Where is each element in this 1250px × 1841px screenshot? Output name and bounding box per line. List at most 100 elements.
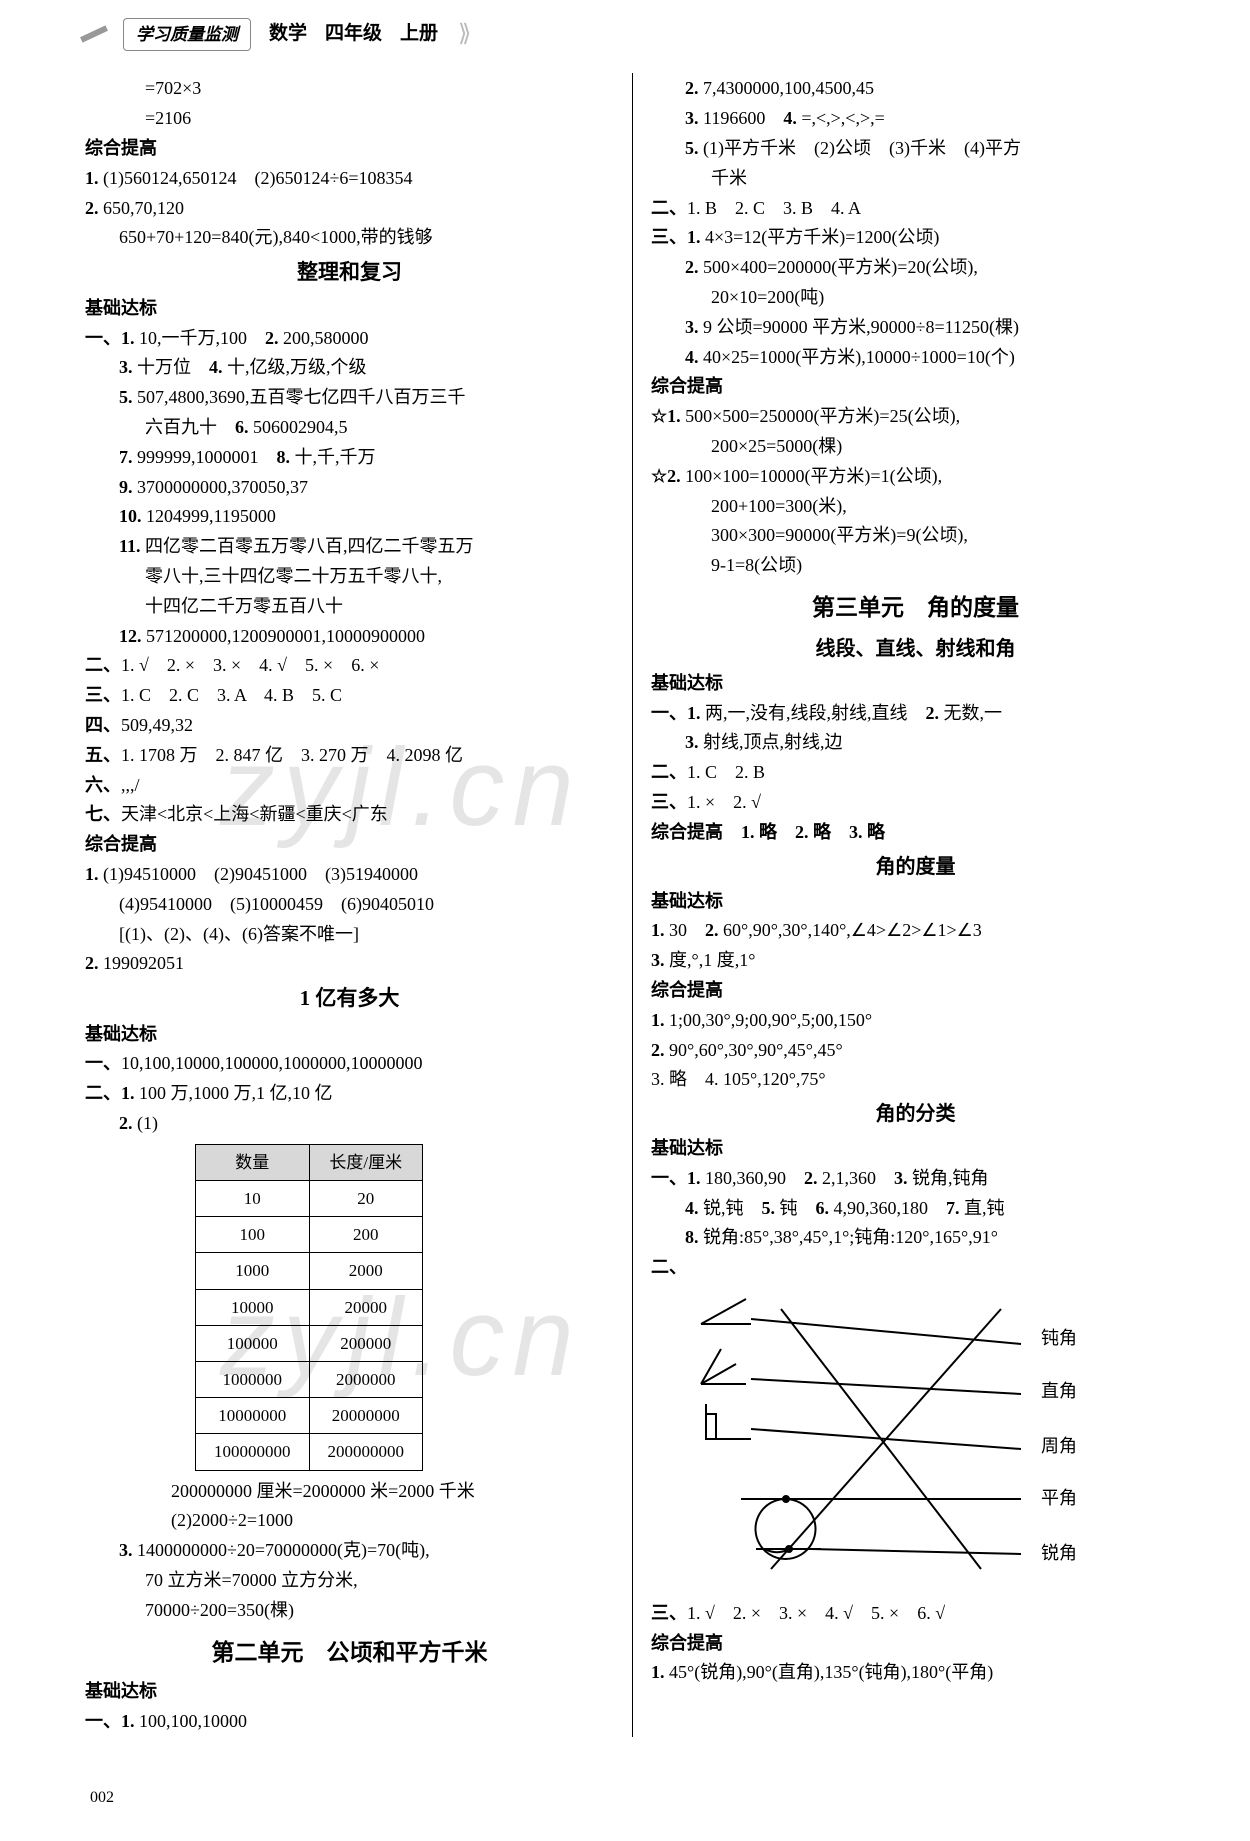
answer-text: 1. C 2. C 3. A 4. B 5. C [121, 685, 342, 705]
answer-line: 1. (1)94510000 (2)90451000 (3)51940000 [85, 860, 614, 889]
answer-text: (1)平方千米 (2)公顷 (3)千米 (4)平方 [703, 138, 1021, 158]
answer-line: 零八十,三十四亿零二十万五千零八十, [85, 562, 614, 591]
table-row: 1000000020000000 [196, 1398, 423, 1434]
answer-line: 8. 锐角:85°,38°,45°,1°;钝角:120°,165°,91° [651, 1223, 1180, 1252]
table-cell: 10000000 [196, 1398, 310, 1434]
answer-line: 9-1=8(公顷) [651, 551, 1180, 580]
header-label: 学习质量监测 [123, 18, 251, 51]
content-columns: =702×3 =2106 综合提高 1. (1)560124,650124 (2… [0, 63, 1250, 1757]
answer-line: 1. (1)560124,650124 (2)650124÷6=108354 [85, 164, 614, 193]
answer-text: 999999,1000001 [137, 447, 259, 467]
answer-text: 200,580000 [283, 328, 369, 348]
answer-text: 40×25=1000(平方米),10000÷1000=10(个) [703, 347, 1015, 367]
answer-text: 1. × 2. √ [687, 792, 761, 812]
answer-text: 30 [669, 920, 687, 940]
answer-text: 1. B 2. C 3. B 4. A [687, 198, 861, 218]
answer-text: 180,360,90 [705, 1168, 786, 1188]
answer-text: 650,70,120 [103, 198, 184, 218]
answer-line: 4. 40×25=1000(平方米),10000÷1000=10(个) [651, 343, 1180, 372]
diagram-label: 钝角 [1041, 1328, 1077, 1348]
section-heading: 基础达标 [85, 294, 614, 323]
answer-text: 1. √ 2. × 3. × 4. √ 5. × 6. × [121, 655, 379, 675]
table-cell: 2000 [309, 1253, 423, 1289]
table-row: 10002000 [196, 1253, 423, 1289]
table-cell: 200000000 [309, 1434, 423, 1470]
page-number: 002 [90, 1785, 114, 1811]
section-title: 整理和复习 [85, 256, 614, 290]
section-heading: 基础达标 [85, 1020, 614, 1049]
answer-text: 射线,顶点,射线,边 [703, 732, 843, 752]
answer-text: 3700000000,370050,37 [137, 477, 308, 497]
table-cell: 100000000 [196, 1434, 310, 1470]
table-row: 1020 [196, 1181, 423, 1217]
table-cell: 1000 [196, 1253, 310, 1289]
answer-text: 1;00,30°,9;00,90°,5;00,150° [669, 1010, 872, 1030]
answer-line: 650+70+120=840(元),840<1000,带的钱够 [85, 223, 614, 252]
equation-line: =2106 [85, 104, 614, 133]
unit-title: 第三单元 角的度量 [651, 590, 1180, 627]
answer-line: 5. (1)平方千米 (2)公顷 (3)千米 (4)平方 [651, 134, 1180, 163]
header-subject: 数学 [269, 19, 307, 49]
answer-line: 2. 199092051 [85, 949, 614, 978]
right-column: 2. 7,4300000,100,4500,45 3. 1196600 4. =… [633, 73, 1180, 1737]
answer-text: 199092051 [103, 953, 184, 973]
answer-line: 2. 500×400=200000(平方米)=20(公顷), [651, 253, 1180, 282]
section-heading: 基础达标 [651, 887, 1180, 916]
table-cell: 200 [309, 1217, 423, 1253]
answer-text: 钝 [780, 1198, 798, 1218]
section-heading: 综合提高 [651, 976, 1180, 1005]
table-header: 长度/厘米 [309, 1144, 423, 1180]
answer-text: 100 万,1000 万,1 亿,10 亿 [139, 1083, 333, 1103]
answer-line: 3. 1400000000÷20=70000000(克)=70(吨), [85, 1536, 614, 1565]
table-cell: 20 [309, 1181, 423, 1217]
answer-text: 无数,一 [944, 703, 1003, 723]
answer-text: 两,一,没有,线段,射线,直线 [705, 703, 908, 723]
answer-line: ☆1. 500×500=250000(平方米)=25(公顷), [651, 402, 1180, 431]
answer-line: 三、1. 4×3=12(平方千米)=1200(公顷) [651, 223, 1180, 252]
answer-text: 90°,60°,30°,90°,45°,45° [669, 1040, 843, 1060]
answer-text: 7,4300000,100,4500,45 [703, 78, 874, 98]
table-row: 100000200000 [196, 1325, 423, 1361]
answer-line: 三、1. × 2. √ [651, 788, 1180, 817]
table-row: 10000002000000 [196, 1362, 423, 1398]
arrow-decor-icon: ⟫ [458, 15, 471, 53]
answer-text: 507,4800,3690,五百零七亿四千八百万三千 [137, 387, 466, 407]
answer-text: 500×400=200000(平方米)=20(公顷), [703, 257, 978, 277]
answer-line: 70000÷200=350(棵) [85, 1596, 614, 1625]
answer-line: 300×300=90000(平方米)=9(公顷), [651, 521, 1180, 550]
answer-line: 2. (1) [85, 1109, 614, 1138]
answer-line: 七、天津<北京<上海<新疆<重庆<广东 [85, 800, 614, 829]
diagram-label: 锐角 [1041, 1543, 1077, 1563]
section-heading: 综合提高 [651, 372, 1180, 401]
answer-line: 10. 1204999,1195000 [85, 502, 614, 531]
answer-text: 直,钝 [964, 1198, 1005, 1218]
left-column: =702×3 =2106 综合提高 1. (1)560124,650124 (2… [85, 73, 633, 1737]
length-table: 数量 长度/厘米 1020100200100020001000020000100… [195, 1144, 423, 1471]
answer-text: 9 公顷=90000 平方米,90000÷8=11250(棵) [703, 317, 1019, 337]
answer-text: 1204999,1195000 [146, 506, 276, 526]
page-header: 学习质量监测 数学 四年级 上册 ⟫ [0, 0, 1250, 63]
header-volume: 上册 [400, 19, 438, 49]
answer-text: 100,100,10000 [139, 1711, 247, 1731]
answer-text: 十,千,千万 [295, 447, 376, 467]
answer-text: 度,°,1 度,1° [669, 950, 755, 970]
answer-text: 1400000000÷20=70000000(克)=70(吨), [137, 1540, 430, 1560]
answer-line: 五、1. 1708 万 2. 847 亿 3. 270 万 4. 2098 亿 [85, 741, 614, 770]
answer-line: 3. 1196600 4. =,<,>,<,>,= [651, 104, 1180, 133]
answer-text: 锐,钝 [703, 1198, 744, 1218]
answer-text: 3. 略 4. 105°,120°,75° [651, 1069, 826, 1089]
answer-line: 一、1. 100,100,10000 [85, 1707, 614, 1736]
table-cell: 20000 [309, 1289, 423, 1325]
answer-line: 3. 略 4. 105°,120°,75° [651, 1065, 1180, 1094]
answer-line: 二、 [651, 1253, 1180, 1282]
table-row: 1000020000 [196, 1289, 423, 1325]
answer-line: 20×10=200(吨) [651, 283, 1180, 312]
answer-line: 二、1. B 2. C 3. B 4. A [651, 194, 1180, 223]
answer-text: =,<,>,<,>,= [801, 108, 884, 128]
answer-text: (1)560124,650124 (2)650124÷6=108354 [103, 168, 413, 188]
pencil-icon [80, 26, 108, 43]
section-heading: 综合提高 [651, 1629, 1180, 1658]
answer-line: [(1)、(2)、(4)、(6)答案不唯一] [85, 920, 614, 949]
answer-text: 4,90,360,180 [834, 1198, 929, 1218]
answer-line: 3. 9 公顷=90000 平方米,90000÷8=11250(棵) [651, 313, 1180, 342]
